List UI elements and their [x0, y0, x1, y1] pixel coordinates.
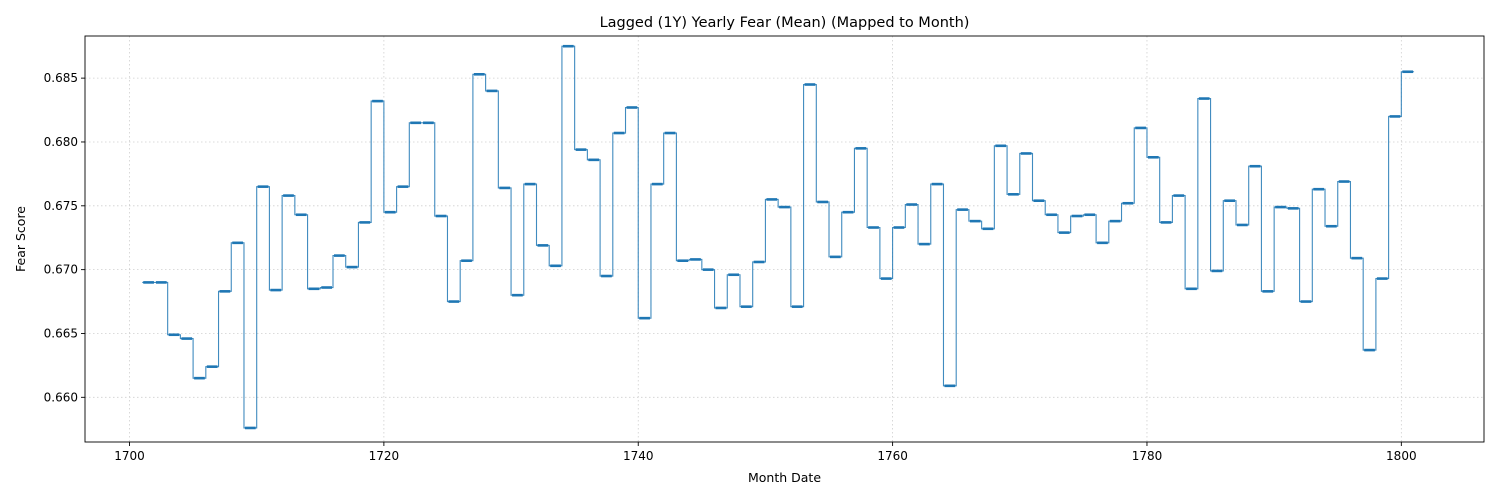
x-tick-label: 1780: [1132, 449, 1163, 463]
y-tick-label: 0.680: [44, 135, 78, 149]
x-tick-label: 1760: [877, 449, 908, 463]
x-tick-label: 1720: [369, 449, 400, 463]
x-axis-label: Month Date: [748, 470, 821, 485]
x-tick-label: 1740: [623, 449, 654, 463]
axes-layer: 1700 1720 1740 1760 1780 1800 0.660 0.665 0.670 0…: [44, 35, 1485, 463]
y-tick-label: 0.675: [44, 199, 78, 213]
x-tick-label: 1700: [114, 449, 145, 463]
plot-frame: [84, 35, 1485, 443]
y-tick-label: 0.665: [44, 326, 78, 340]
y-tick-label: 0.685: [44, 71, 78, 85]
y-tick-label: 0.660: [44, 390, 78, 404]
series-layer: [142, 44, 1415, 430]
grid-layer: [85, 36, 1484, 442]
chart-title: Lagged (1Y) Yearly Fear (Mean) (Mapped t…: [600, 15, 970, 31]
x-tick-label: 1800: [1386, 449, 1417, 463]
y-tick-label: 0.670: [44, 263, 78, 277]
y-axis-label: Fear Score: [13, 206, 28, 272]
